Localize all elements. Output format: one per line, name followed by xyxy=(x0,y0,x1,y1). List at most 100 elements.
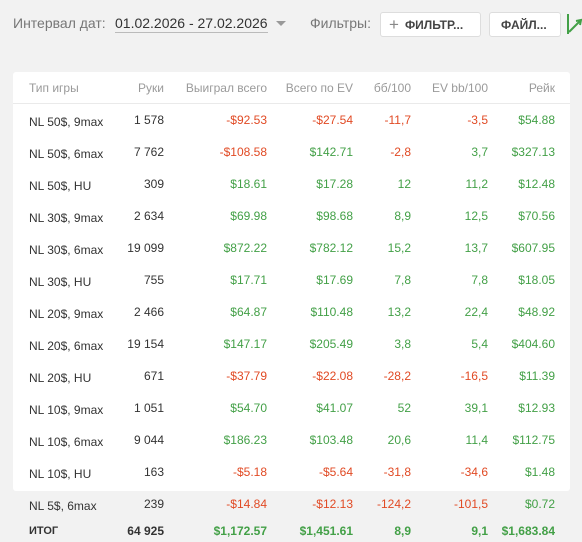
cell-bb100: -2,8 xyxy=(353,136,411,168)
cell-rake: $404.60 xyxy=(488,328,570,360)
column-header-ev-bb100[interactable]: EV bb/100 xyxy=(411,72,488,104)
cell-bb100: -124,2 xyxy=(353,488,411,520)
cell-ev-bb100: -101,5 xyxy=(411,488,488,520)
cell-hands: 9 044 xyxy=(123,424,164,456)
cell-won-total: -$108.58 xyxy=(164,136,267,168)
total-cell-bb100: 8,9 xyxy=(353,520,411,542)
chart-arrow-icon[interactable] xyxy=(566,12,582,36)
cell-won-total: $18.61 xyxy=(164,168,267,200)
filter-button[interactable]: + ФИЛЬТР... xyxy=(380,12,481,37)
cell-won-total: $69.98 xyxy=(164,200,267,232)
cell-ev-total: -$12.13 xyxy=(267,488,353,520)
cell-won-total: $872.22 xyxy=(164,232,267,264)
cell-ev-total: $110.48 xyxy=(267,296,353,328)
cell-bb100: 7,8 xyxy=(353,264,411,296)
cell-won-total: -$5.18 xyxy=(164,456,267,488)
cell-rake: $11.39 xyxy=(488,360,570,392)
column-header-game-type[interactable]: Тип игры xyxy=(13,72,123,104)
cell-won-total: $54.70 xyxy=(164,392,267,424)
cell-won-total: $147.17 xyxy=(164,328,267,360)
cell-ev-bb100: 11,4 xyxy=(411,424,488,456)
cell-rake: $12.48 xyxy=(488,168,570,200)
cell-game-type: NL 10$, 9max xyxy=(13,392,123,424)
cell-game-type: NL 30$, 6max xyxy=(13,232,123,264)
cell-rake: $1.48 xyxy=(488,456,570,488)
column-header-hands[interactable]: Руки xyxy=(123,72,164,104)
cell-bb100: 20,6 xyxy=(353,424,411,456)
cell-hands: 755 xyxy=(123,264,164,296)
caret-down-icon[interactable] xyxy=(276,21,286,26)
cell-rake: $70.56 xyxy=(488,200,570,232)
cell-won-total: -$14.84 xyxy=(164,488,267,520)
cell-bb100: -11,7 xyxy=(353,104,411,137)
cell-game-type: NL 20$, 9max xyxy=(13,296,123,328)
cell-hands: 19 099 xyxy=(123,232,164,264)
total-cell-won-total: $1,172.57 xyxy=(164,520,267,542)
cell-ev-bb100: 22,4 xyxy=(411,296,488,328)
cell-bb100: -28,2 xyxy=(353,360,411,392)
total-cell-ev-bb100: 9,1 xyxy=(411,520,488,542)
column-header-bb100[interactable]: бб/100 xyxy=(353,72,411,104)
cell-ev-total: $17.28 xyxy=(267,168,353,200)
cell-game-type: NL 50$, 6max xyxy=(13,136,123,168)
cell-ev-total: -$27.54 xyxy=(267,104,353,137)
cell-ev-total: $782.12 xyxy=(267,232,353,264)
cell-rake: $327.13 xyxy=(488,136,570,168)
cell-bb100: 12 xyxy=(353,168,411,200)
cell-ev-bb100: 11,2 xyxy=(411,168,488,200)
table-header-row: Тип игры Руки Выиграл всего Всего по EV … xyxy=(13,72,570,104)
total-cell-hands: 64 925 xyxy=(123,520,164,542)
cell-bb100: -31,8 xyxy=(353,456,411,488)
cell-bb100: 13,2 xyxy=(353,296,411,328)
cell-bb100: 3,8 xyxy=(353,328,411,360)
cell-won-total: $64.87 xyxy=(164,296,267,328)
cell-ev-bb100: -16,5 xyxy=(411,360,488,392)
cell-rake: $48.92 xyxy=(488,296,570,328)
cell-game-type: NL 10$, HU xyxy=(13,456,123,488)
cell-hands: 7 762 xyxy=(123,136,164,168)
cell-ev-total: $41.07 xyxy=(267,392,353,424)
cell-rake: $607.95 xyxy=(488,232,570,264)
cell-rake: $0.72 xyxy=(488,488,570,520)
date-range-picker[interactable]: 01.02.2026 - 27.02.2026 xyxy=(115,15,268,33)
total-cell-ev-total: $1,451.61 xyxy=(267,520,353,542)
cell-bb100: 52 xyxy=(353,392,411,424)
cell-bb100: 15,2 xyxy=(353,232,411,264)
plus-icon: + xyxy=(389,16,399,33)
cell-game-type: NL 30$, HU xyxy=(13,264,123,296)
cell-ev-bb100: 12,5 xyxy=(411,200,488,232)
column-header-rake[interactable]: Рейк xyxy=(488,72,570,104)
stats-table: Тип игры Руки Выиграл всего Всего по EV … xyxy=(13,72,570,542)
cell-ev-total: $205.49 xyxy=(267,328,353,360)
total-cell-rake: $1,683.84 xyxy=(488,520,570,542)
cell-game-type: NL 20$, 6max xyxy=(13,328,123,360)
cell-game-type: NL 30$, 9max xyxy=(13,200,123,232)
column-header-won-total[interactable]: Выиграл всего xyxy=(164,72,267,104)
cell-rake: $112.75 xyxy=(488,424,570,456)
cell-won-total: $186.23 xyxy=(164,424,267,456)
filters-label: Фильтры: xyxy=(310,15,371,31)
cell-rake: $54.88 xyxy=(488,104,570,137)
column-header-ev-total[interactable]: Всего по EV xyxy=(267,72,353,104)
cell-ev-bb100: 3,7 xyxy=(411,136,488,168)
cell-ev-bb100: -34,6 xyxy=(411,456,488,488)
cell-game-type: NL 50$, HU xyxy=(13,168,123,200)
filter-button-label: ФИЛЬТР... xyxy=(405,18,463,32)
cell-game-type: NL 10$, 6max xyxy=(13,424,123,456)
file-button[interactable]: ФАЙЛ... xyxy=(489,12,561,37)
